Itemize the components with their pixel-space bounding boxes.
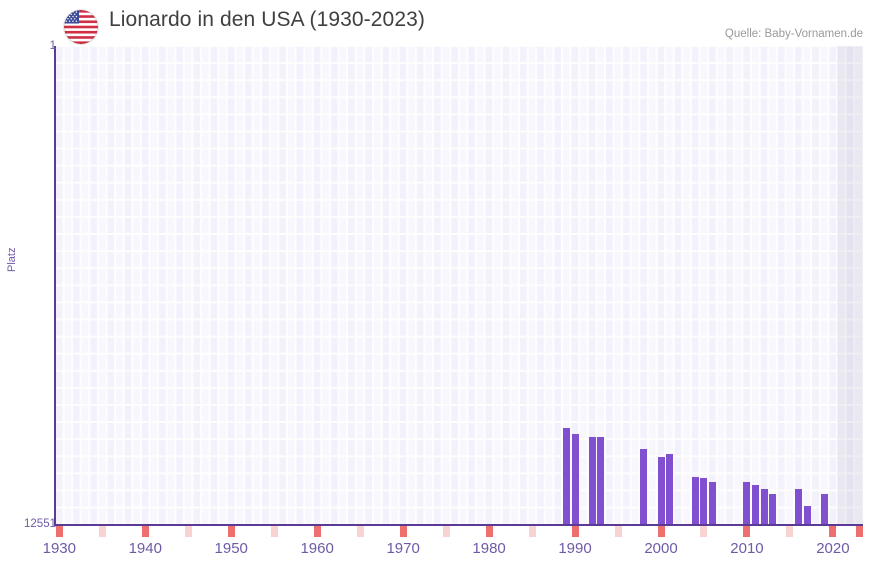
bar-series	[55, 46, 863, 525]
x-axis-label-1980: 1980	[472, 540, 506, 557]
x-tick-mark-2000	[657, 526, 665, 537]
source-attribution: Quelle: Baby-Vornamen.de	[724, 28, 863, 40]
x-tick-mark-1985	[528, 526, 536, 537]
x-tick-mark-1960	[313, 526, 321, 537]
bar-2019	[820, 494, 828, 525]
page-title: Lionardo in den USA (1930-2023)	[109, 8, 425, 31]
x-tick-mark-1965	[356, 526, 364, 537]
bar-2005	[700, 478, 708, 525]
bar-2001	[666, 454, 674, 525]
x-tick-mark-1930	[55, 526, 63, 537]
x-tick-mark-2010	[743, 526, 751, 537]
bar-2000	[657, 457, 665, 525]
bar-2010	[743, 482, 751, 525]
bar-1993	[597, 437, 605, 525]
x-axis-label-2020: 2020	[816, 540, 850, 557]
bar-1990	[571, 434, 579, 525]
plot-area	[55, 46, 863, 525]
x-tick-mark-1935	[98, 526, 106, 537]
bar-1989	[562, 428, 570, 525]
bar-2012	[760, 489, 768, 525]
bar-2016	[795, 489, 803, 525]
x-axis-label-1990: 1990	[558, 540, 592, 557]
bar-2004	[691, 477, 699, 525]
x-axis-tick-marks	[55, 526, 863, 540]
y-axis-tick-bottom: 12551	[24, 518, 56, 530]
x-tick-mark-1980	[485, 526, 493, 537]
x-tick-mark-end	[856, 526, 863, 537]
x-tick-mark-1995	[614, 526, 622, 537]
x-tick-mark-2005	[700, 526, 708, 537]
x-tick-mark-1975	[442, 526, 450, 537]
x-tick-mark-1945	[184, 526, 192, 537]
x-axis-label-1970: 1970	[386, 540, 420, 557]
y-axis-line	[54, 46, 56, 525]
x-tick-mark-1990	[571, 526, 579, 537]
x-axis-label-2000: 2000	[644, 540, 678, 557]
y-axis-tick-top: 1	[49, 40, 56, 52]
x-axis-labels: 1930 1940 1950 1960 1970 1980 1990 2000 2010 2020	[0, 540, 873, 565]
x-axis-label-1950: 1950	[214, 540, 248, 557]
grid-lines	[55, 46, 863, 525]
x-axis-line	[54, 524, 863, 526]
bar-1992	[588, 437, 596, 525]
x-tick-mark-1970	[399, 526, 407, 537]
bar-2011	[752, 485, 760, 525]
x-tick-mark-2015	[786, 526, 794, 537]
bar-2006	[709, 482, 717, 525]
x-tick-mark-2020	[829, 526, 837, 537]
x-axis-label-2010: 2010	[730, 540, 764, 557]
x-tick-mark-1940	[141, 526, 149, 537]
grid-columns	[55, 46, 863, 525]
x-axis-label-1940: 1940	[128, 540, 162, 557]
x-tick-mark-1955	[270, 526, 278, 537]
bar-2017	[803, 506, 811, 525]
x-axis-label-1930: 1930	[42, 540, 76, 557]
bar-1998	[640, 449, 648, 525]
us-flag-icon	[64, 10, 98, 44]
x-axis-label-1960: 1960	[300, 540, 334, 557]
y-axis-title: Platz	[6, 247, 18, 272]
bar-2013	[769, 494, 777, 525]
chart-header: Lionardo in den USA (1930-2023) Quelle: …	[0, 0, 873, 46]
x-tick-mark-1950	[227, 526, 235, 537]
